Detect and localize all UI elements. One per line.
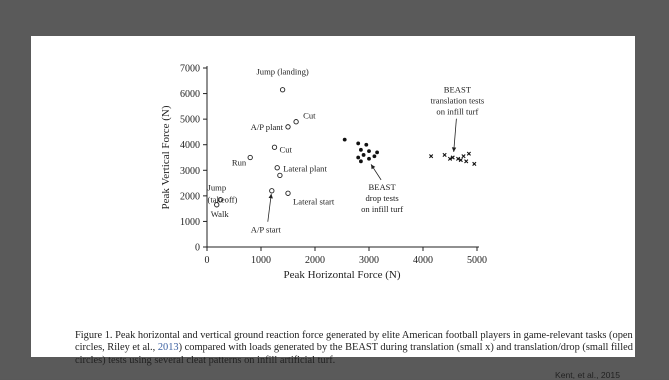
callout-arrow-head (371, 164, 376, 170)
data-point-filled-circle (361, 153, 366, 157)
data-point-open-circle (279, 87, 286, 93)
x-tick-label: 2000 (305, 255, 325, 266)
x-tick-label: 3000 (359, 255, 379, 266)
data-point-open-circle (247, 154, 253, 161)
data-point-open-circle (285, 190, 291, 196)
x-tick-label: 0 (205, 255, 210, 266)
data-point-small-x (442, 152, 447, 158)
x-tick-label: 1000 (251, 255, 271, 266)
y-tick-label: 1000 (180, 217, 200, 228)
y-axis-label: Peak Vertical Force (N) (160, 105, 172, 209)
caption-citation-year[interactable]: 2013 (157, 342, 179, 354)
data-point-open-circle (293, 119, 299, 125)
callout-arrow-head (451, 147, 457, 152)
y-tick-label: 3000 (180, 166, 200, 177)
x-tick-label: 5000 (467, 255, 487, 266)
callout-arrow-head (268, 193, 273, 199)
y-tick-label: 2000 (180, 191, 200, 202)
data-point-filled-circle (367, 156, 371, 161)
scatter-chart: 0 1000 2000 3000 4000 5000 6000 7000 0 1000 2000 30… (160, 64, 487, 282)
data-point-filled-circle (372, 154, 377, 159)
data-point-filled-circle (356, 141, 361, 146)
y-tick-label: 4000 (180, 140, 200, 151)
annotation-label: Lateral plant (283, 164, 327, 174)
data-point-open-circle (285, 124, 291, 130)
data-point-small-x (461, 154, 466, 159)
data-point-open-circle (269, 188, 275, 194)
y-tick-label: 5000 (180, 115, 200, 126)
y-tick-label: 6000 (180, 89, 200, 100)
annotation-label: Lateral start (293, 196, 335, 206)
annotation-label: Jump (208, 183, 227, 193)
data-point-open-circle (217, 197, 224, 203)
annotation-label: BEAST (444, 85, 472, 95)
data-point-small-x (466, 151, 471, 156)
data-point-open-circle (214, 202, 220, 208)
caption-main: Figure 1. Peak horizontal and vertical g… (75, 330, 633, 354)
annotation-label: Run (232, 158, 247, 168)
x-axis-label: Peak Horizontal Force (N) (284, 269, 401, 281)
data-point-filled-circle (342, 137, 347, 142)
annotation-label: A/P start (251, 225, 282, 235)
data-point-small-x (447, 156, 453, 161)
data-point-filled-circle (359, 147, 363, 152)
data-point-small-x (429, 154, 434, 159)
source-attribution: Kent, et al., 2015 (555, 370, 620, 380)
annotation-label: (takeoff) (208, 195, 238, 205)
annotation-label: Cut (303, 111, 316, 121)
data-point-small-x (458, 157, 463, 163)
y-tick-label: 0 (195, 243, 200, 254)
annotation-label: Walk (211, 209, 230, 219)
data-point-small-x (472, 161, 477, 166)
annotation-label: translation tests (431, 96, 485, 106)
data-point-open-circle (271, 144, 278, 150)
figure-page: 0 1000 2000 3000 4000 5000 6000 7000 0 1000 2000 30… (31, 36, 635, 380)
data-point-filled-circle (364, 142, 369, 147)
callout-arrow-line (453, 118, 457, 152)
data-point-open-circle (274, 165, 280, 171)
figure-caption: Figure 1. Peak horizontal and vertical g… (75, 330, 635, 367)
data-point-filled-circle (375, 150, 379, 155)
data-point-small-x (450, 155, 455, 160)
data-point-filled-circle (356, 155, 361, 160)
annotation-label: Jump (landing) (256, 67, 308, 77)
data-point-filled-circle (367, 149, 371, 154)
annotation-label: A/P plant (251, 122, 284, 132)
callout-arrow-line (267, 193, 272, 222)
x-tick-label: 4000 (413, 255, 433, 266)
data-point-filled-circle (359, 159, 363, 164)
caption-rest: ) compared with loads generated by the B… (75, 342, 633, 366)
y-tick-label: 7000 (180, 64, 200, 75)
data-point-small-x (464, 159, 469, 164)
annotation-label: on infill turf (361, 204, 403, 214)
annotation-label: BEAST (368, 182, 396, 192)
annotation-label: on infill turf (436, 107, 478, 117)
annotation-label: Cut (280, 144, 293, 154)
annotation-label: drop tests (366, 193, 400, 203)
data-point-small-x (456, 156, 461, 161)
data-point-open-circle (277, 172, 283, 179)
